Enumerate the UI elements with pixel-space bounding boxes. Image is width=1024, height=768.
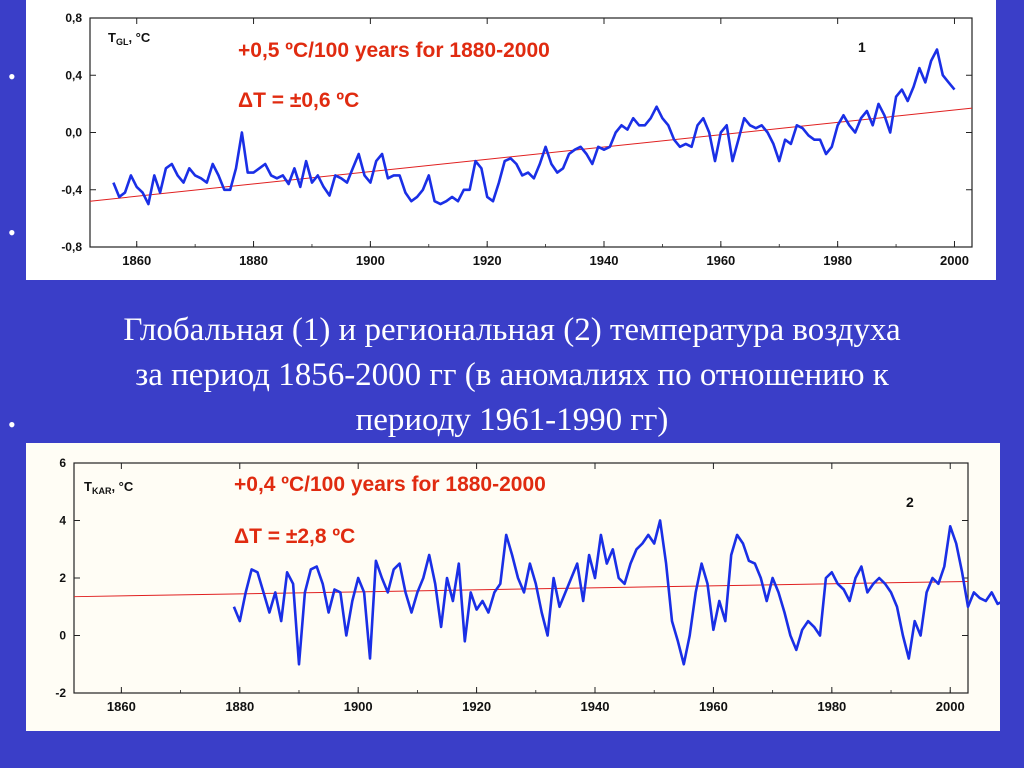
regional-temperature-chart: -2 0 2 4 6 1860 1880 1900 1920 1940 1960 1980 2000 TK… — [55, 456, 1024, 714]
bullet: • — [8, 64, 16, 89]
x-tick-label: 1960 — [699, 699, 728, 714]
y-tick-label: -2 — [55, 686, 66, 700]
y-axis-label: TKAR, °C — [84, 479, 134, 496]
panel-number: 1 — [858, 39, 866, 55]
y-tick-label: 4 — [59, 514, 66, 528]
y-tick-label: 0,8 — [65, 11, 82, 25]
y-tick-label: 0,4 — [65, 68, 82, 82]
x-tick-label: 1980 — [823, 253, 852, 268]
x-tick-label: 1900 — [344, 699, 373, 714]
global-temperature-chart: -0,8 -0,4 0,0 0,4 0,8 1860 1880 1900 1920 1940 196… — [61, 11, 973, 268]
trend-annotation: +0,4 ºC/100 years for 1880-2000 — [234, 473, 546, 496]
x-tick-label: 2000 — [940, 253, 969, 268]
x-tick-label: 1940 — [590, 253, 619, 268]
x-tick-label: 1940 — [581, 699, 610, 714]
y-tick-label: 6 — [59, 456, 66, 470]
x-tick-label: 1960 — [706, 253, 735, 268]
regional-temperature-panel: -2 0 2 4 6 1860 1880 1900 1920 1940 1960 1980 2000 TK… — [26, 443, 1024, 731]
trend-line — [89, 107, 973, 202]
x-tick-label: 1920 — [462, 699, 491, 714]
y-axis-label: TGL, °C — [108, 30, 151, 47]
caption-line-3: периоду 1961-1990 гг) — [355, 402, 669, 438]
caption-line-1: Глобальная (1) и региональная (2) темпер… — [123, 312, 901, 348]
bullet: • — [8, 412, 16, 437]
trend-annotation: +0,5 ºC/100 years for 1880-2000 — [238, 39, 550, 62]
global-temperature-panel: -0,8 -0,4 0,0 0,4 0,8 1860 1880 1900 1920 1940 196… — [26, 0, 996, 280]
x-tick-label: 1860 — [122, 253, 151, 268]
slide-caption: Глобальная (1) и региональная (2) темпер… — [0, 308, 1024, 443]
x-tick-label: 1920 — [473, 253, 502, 268]
x-tick-label: 1980 — [817, 699, 846, 714]
y-tick-label: -0,4 — [61, 183, 82, 197]
delta-annotation: ΔT = ±0,6 ºC — [238, 89, 359, 112]
y-tick-label: 0 — [59, 629, 66, 643]
y-tick-label: 2 — [59, 571, 66, 585]
x-tick-label: 2000 — [936, 699, 965, 714]
y-tick-label: 0,0 — [65, 126, 82, 140]
caption-line-2: за период 1856-2000 гг (в аномалиях по о… — [135, 357, 889, 393]
x-tick-label: 1900 — [356, 253, 385, 268]
x-tick-label: 1880 — [239, 253, 268, 268]
trend-line — [73, 580, 969, 598]
bullet: • — [8, 220, 16, 245]
panel-number: 2 — [906, 494, 914, 510]
x-tick-label: 1880 — [225, 699, 254, 714]
delta-annotation: ΔT = ±2,8 ºC — [234, 525, 355, 548]
x-tick-label: 1860 — [107, 699, 136, 714]
y-tick-label: -0,8 — [61, 240, 82, 254]
temperature-series-line — [112, 48, 956, 206]
